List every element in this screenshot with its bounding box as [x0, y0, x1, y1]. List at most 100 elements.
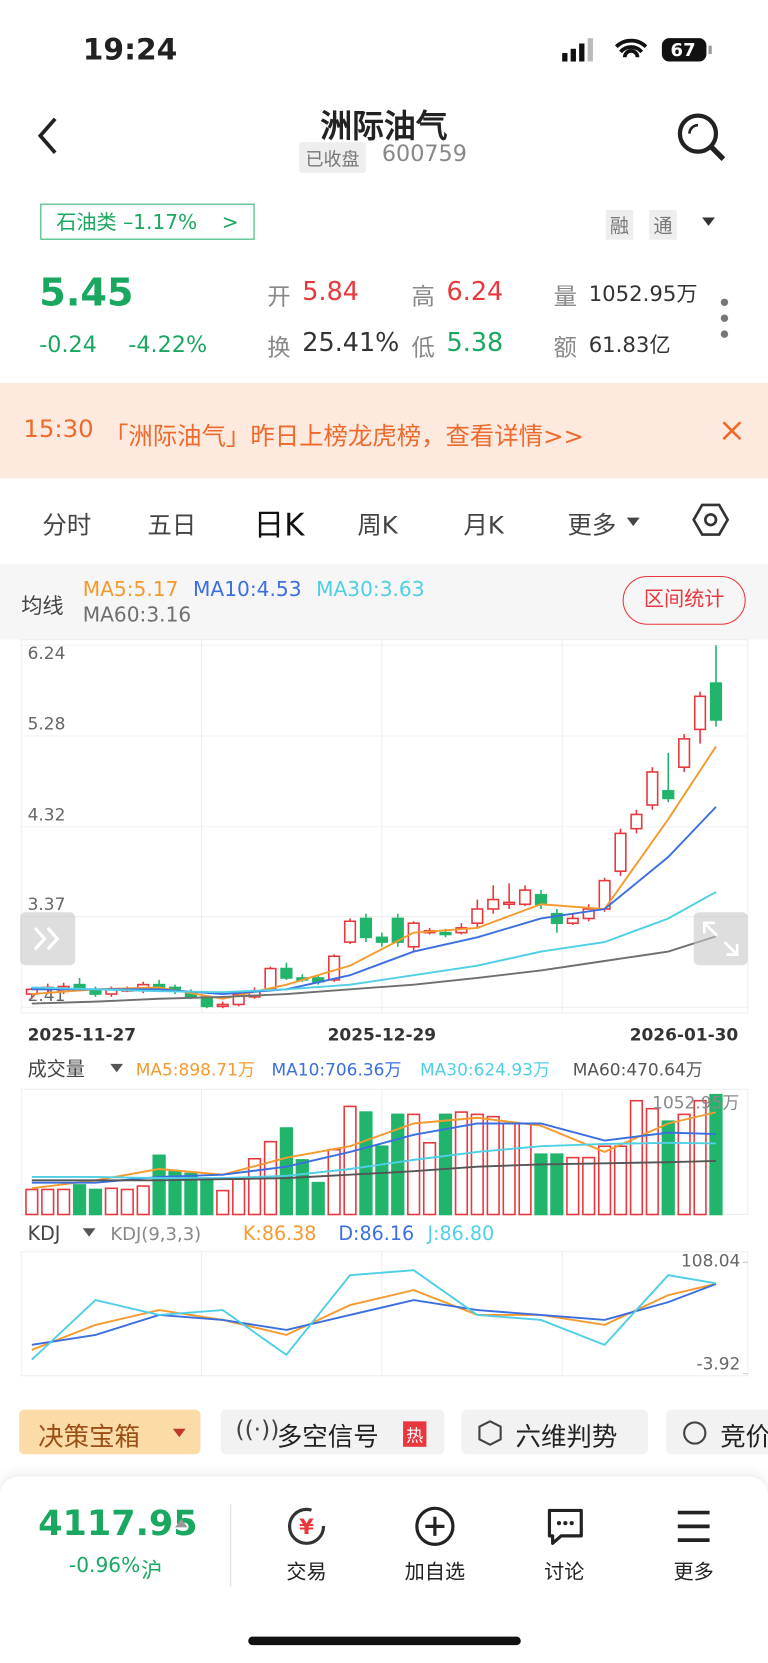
y-tick-label: 108.04 [681, 1251, 740, 1271]
back-button[interactable] [32, 115, 64, 157]
indicator-line [31, 1159, 716, 1182]
volume-bar [375, 1145, 389, 1216]
volume-bar [613, 1145, 628, 1216]
x-tick-label: 2025-11-27 [28, 1026, 137, 1046]
tab[interactable]: 月K [463, 512, 504, 540]
status-time: 19:24 [82, 31, 178, 67]
trade-icon[interactable]: ¥ [284, 1504, 329, 1549]
tab[interactable]: 分时 [42, 512, 92, 540]
signal-icon: ((·)) [235, 1417, 280, 1444]
volume-bar [216, 1189, 230, 1216]
volume-bar [438, 1113, 453, 1216]
tab[interactable]: 日K [253, 507, 305, 544]
dropdown-icon [110, 1063, 124, 1073]
candle-body [439, 931, 452, 936]
max-volume-label: 1052.95万 [652, 1093, 739, 1113]
more-icon[interactable] [675, 1507, 713, 1545]
indicator-line [31, 1269, 717, 1361]
candle-body [582, 908, 595, 920]
quote-label: 换 [267, 335, 291, 362]
tool-label: 决策宝箱 [38, 1422, 141, 1453]
indicator-line [31, 1283, 717, 1346]
candle-body [566, 917, 579, 924]
expand-left[interactable] [20, 912, 76, 966]
dropdown-icon[interactable] [700, 215, 717, 228]
fullscreen-button[interactable] [693, 912, 748, 966]
badge: 融 [605, 210, 634, 240]
x-tick-label: 2026-01-30 [630, 1026, 739, 1046]
kdj-legend: J:86.80 [426, 1222, 494, 1245]
hex-icon [478, 1420, 502, 1446]
volume-bar [582, 1156, 596, 1216]
candle-body [503, 901, 516, 906]
indicator-line [31, 935, 717, 1005]
nav-label[interactable]: 交易 [286, 1560, 327, 1584]
tool-label: 六维判势 [515, 1422, 618, 1453]
quote-label: 量 [553, 284, 578, 311]
home-indicator [248, 1636, 521, 1646]
range-stats-button[interactable]: 区间统计 [622, 575, 746, 625]
nav-label[interactable]: 更多 [673, 1560, 714, 1584]
last-price: 5.45 [39, 271, 134, 316]
nav-label[interactable]: 讨论 [544, 1560, 585, 1584]
candle-body [375, 936, 388, 943]
candle-body [646, 771, 659, 806]
expand-left-icon [33, 927, 60, 951]
tool-button[interactable] [666, 1409, 768, 1455]
quote-value: 5.84 [302, 276, 359, 307]
close-button[interactable] [721, 420, 742, 441]
dropdown-icon [82, 1228, 96, 1237]
search-button[interactable] [675, 110, 730, 165]
volume-bar [597, 1145, 612, 1216]
quote-label: 开 [267, 284, 291, 311]
tab[interactable]: 周K [357, 512, 398, 540]
indicator-line [31, 891, 717, 994]
tab[interactable]: 更多 [567, 512, 617, 540]
volume-bar [311, 1181, 325, 1216]
discuss-icon[interactable] [544, 1506, 586, 1548]
sector-tag[interactable]: 石油类 –1.17% > [40, 203, 255, 240]
notice-banner[interactable] [0, 382, 768, 479]
price-change: -0.24 [39, 331, 97, 358]
indicator-line [31, 1111, 717, 1190]
kdj-params: KDJ(9,3,3) [110, 1224, 201, 1245]
y-tick-label: 5.28 [28, 715, 66, 735]
add-icon[interactable] [414, 1505, 456, 1547]
quote-value: 61.83亿 [588, 331, 671, 358]
quote-label: 额 [553, 335, 578, 362]
ma-legend-title: 均线 [21, 592, 64, 619]
tool-button[interactable] [19, 1409, 201, 1455]
battery-level: 67 [671, 40, 696, 61]
divider [230, 1504, 232, 1587]
bottom-bar [0, 1476, 768, 1663]
sector-text: 石油类 –1.17% [56, 211, 198, 235]
nav-label[interactable]: 加自选 [404, 1560, 466, 1584]
candle-body [709, 682, 723, 721]
volume-bar [661, 1120, 675, 1216]
volume-bar [120, 1188, 134, 1216]
hot-badge: 热 [403, 1421, 427, 1447]
y-tick-label: -3.92 [696, 1354, 740, 1374]
volume-bar [152, 1154, 166, 1216]
volume-bar [279, 1127, 294, 1216]
panel-title: 成交量 [28, 1058, 85, 1081]
candle-body [391, 917, 404, 943]
tab[interactable]: 五日 [147, 512, 197, 540]
volume-bar [247, 1157, 262, 1216]
candle-body [678, 738, 691, 769]
candle-body [487, 898, 500, 910]
candle-body [550, 912, 563, 924]
quote-label: 高 [411, 284, 435, 311]
candle-body [280, 967, 293, 979]
settings-button[interactable] [692, 501, 730, 539]
dropdown-icon [626, 517, 640, 527]
tool-button[interactable] [461, 1409, 649, 1455]
y-tick-label: 3.37 [28, 895, 66, 915]
kdj-legend: D:86.16 [338, 1222, 414, 1245]
volume-bar [295, 1159, 309, 1216]
dropdown-icon [172, 1428, 186, 1438]
arrow-icon: > [221, 211, 239, 235]
status-icons: 67 [562, 38, 712, 62]
more-button[interactable] [718, 297, 731, 342]
index-change: -0.96% [68, 1553, 141, 1578]
